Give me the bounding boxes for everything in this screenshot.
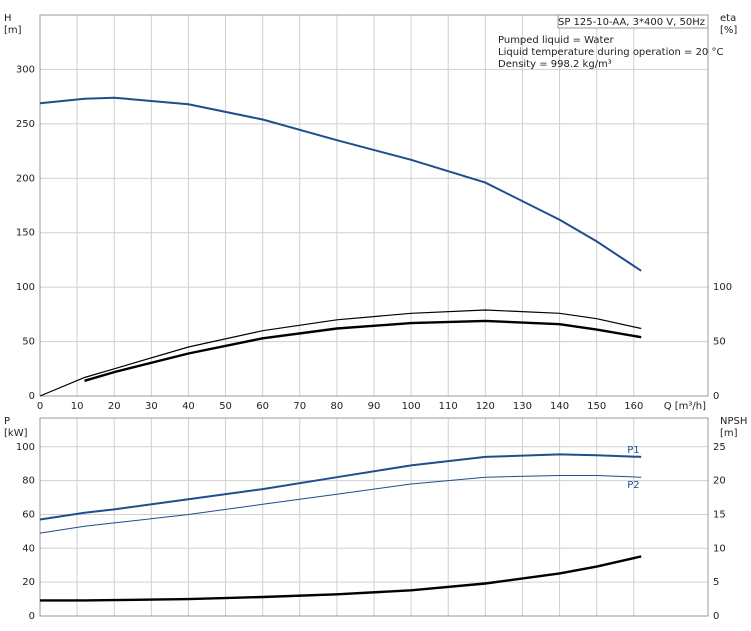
y-tick-label: 50 xyxy=(22,337,35,348)
x-tick-label: 60 xyxy=(256,401,269,412)
x-tick-label: 80 xyxy=(331,401,344,412)
y2-tick-label: 50 xyxy=(713,337,726,348)
x-tick-label: 70 xyxy=(293,401,306,412)
plot-frame xyxy=(39,417,709,617)
y2-axis-label: [m] xyxy=(720,428,738,439)
x-tick-label: 130 xyxy=(513,401,532,412)
series-label: P2 xyxy=(627,480,639,491)
y2-tick-label: 25 xyxy=(713,442,726,453)
y2-tick-label: 0 xyxy=(713,611,719,622)
y-tick-label: 40 xyxy=(22,543,35,554)
x-axis-label: Q [m³/h] xyxy=(664,401,706,412)
y-tick-label: 20 xyxy=(22,577,35,588)
x-tick-label: 40 xyxy=(182,401,195,412)
annotation: Liquid temperature during operation = 20… xyxy=(498,47,723,58)
y2-tick-label: 15 xyxy=(713,509,726,520)
x-tick-label: 100 xyxy=(402,401,421,412)
x-tick-label: 10 xyxy=(71,401,84,412)
series-line xyxy=(39,96,642,272)
x-tick-label: 0 xyxy=(37,401,43,412)
y-tick-label: 0 xyxy=(29,391,35,402)
series-line xyxy=(40,555,642,602)
x-tick-label: 20 xyxy=(108,401,121,412)
annotation: Density = 998.2 kg/m³ xyxy=(498,59,612,70)
x-tick-label: 90 xyxy=(368,401,381,412)
title-box xyxy=(557,14,709,29)
y2-tick-label: 100 xyxy=(713,282,732,293)
x-tick-label: 120 xyxy=(476,401,495,412)
y-tick-label: 100 xyxy=(16,442,35,453)
x-tick-label: 50 xyxy=(219,401,232,412)
x-tick-label: 30 xyxy=(145,401,158,412)
series-line xyxy=(39,453,642,521)
y-tick-label: 150 xyxy=(16,228,35,239)
plot-frame xyxy=(39,14,709,397)
y-axis-label: [kW] xyxy=(4,428,28,439)
y2-axis-label: eta xyxy=(720,13,736,24)
y-tick-label: 200 xyxy=(16,173,35,184)
y-tick-label: 80 xyxy=(22,476,35,487)
x-tick-label: 160 xyxy=(624,401,643,412)
y2-axis-label: [%] xyxy=(720,25,737,36)
y-axis-label: [m] xyxy=(4,25,22,36)
x-tick-label: 110 xyxy=(439,401,458,412)
y-axis-label: H xyxy=(4,13,12,24)
y-tick-label: 100 xyxy=(16,282,35,293)
y-tick-label: 250 xyxy=(16,119,35,130)
series-line xyxy=(84,319,642,382)
y2-tick-label: 0 xyxy=(713,391,719,402)
y2-tick-label: 10 xyxy=(713,543,726,554)
series-line xyxy=(39,309,642,397)
y2-axis-label: NPSH xyxy=(720,416,747,427)
series-label: P1 xyxy=(627,445,639,456)
annotation: Pumped liquid = Water xyxy=(498,35,615,46)
chart-title: SP 125-10-AA, 3*400 V, 50Hz xyxy=(558,17,705,28)
x-tick-label: 150 xyxy=(587,401,606,412)
x-tick-label: 140 xyxy=(550,401,569,412)
y-tick-label: 300 xyxy=(16,64,35,75)
y-axis-label: P xyxy=(4,416,10,427)
y-tick-label: 60 xyxy=(22,509,35,520)
y2-tick-label: 5 xyxy=(713,577,719,588)
series-line xyxy=(39,475,642,534)
y2-tick-label: 20 xyxy=(713,476,726,487)
y-tick-label: 0 xyxy=(29,611,35,622)
